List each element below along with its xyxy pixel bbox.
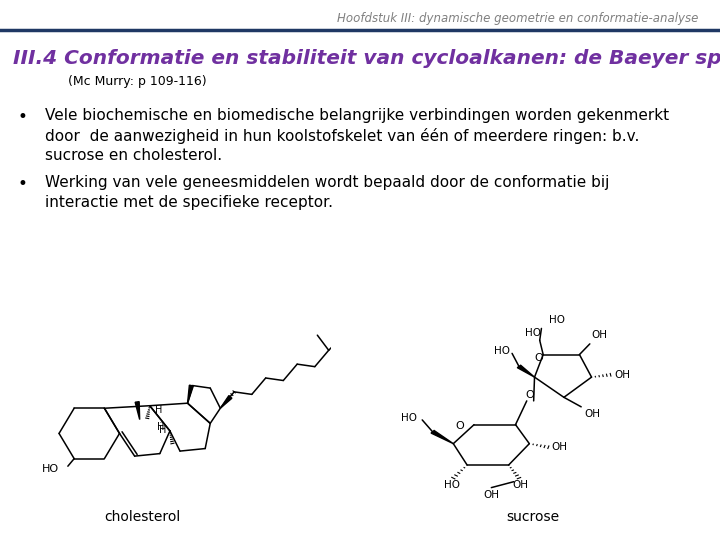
Text: sucrose: sucrose	[506, 510, 559, 524]
Text: O: O	[534, 354, 543, 363]
Text: Ḧ: Ḧ	[158, 424, 166, 435]
Text: OH: OH	[552, 442, 568, 452]
Text: HO: HO	[526, 328, 541, 338]
Text: O: O	[526, 390, 534, 400]
Text: HO: HO	[549, 315, 565, 325]
Text: •: •	[18, 108, 28, 126]
Text: OH: OH	[585, 409, 600, 419]
Text: Ḧ: Ḧ	[158, 422, 165, 432]
Polygon shape	[517, 365, 534, 377]
Polygon shape	[187, 385, 193, 403]
Text: OH: OH	[614, 370, 630, 380]
Polygon shape	[135, 402, 140, 420]
Text: interactie met de specifieke receptor.: interactie met de specifieke receptor.	[45, 195, 333, 210]
Text: OH: OH	[592, 330, 608, 340]
Text: H: H	[155, 404, 162, 415]
Text: OH: OH	[513, 481, 528, 490]
Text: cholesterol: cholesterol	[104, 510, 180, 524]
Polygon shape	[220, 396, 232, 408]
Text: sucrose en cholesterol.: sucrose en cholesterol.	[45, 148, 222, 163]
Text: Werking van vele geneesmiddelen wordt bepaald door de conformatie bij: Werking van vele geneesmiddelen wordt be…	[45, 175, 610, 190]
Text: HO: HO	[42, 464, 59, 474]
Text: O: O	[456, 421, 464, 430]
Text: Vele biochemische en biomedische belangrijke verbindingen worden gekenmerkt: Vele biochemische en biomedische belangr…	[45, 108, 670, 123]
Text: •: •	[18, 175, 28, 193]
Text: (Mc Murry: p 109-116): (Mc Murry: p 109-116)	[68, 75, 207, 87]
Text: HO: HO	[401, 413, 417, 422]
Text: HO: HO	[444, 481, 459, 490]
Text: door  de aanwezigheid in hun koolstofskelet van één of meerdere ringen: b.v.: door de aanwezigheid in hun koolstofskel…	[45, 128, 640, 144]
Text: Hoofdstuk III: dynamische geometrie en conformatie-analyse: Hoofdstuk III: dynamische geometrie en c…	[337, 12, 698, 25]
Text: HO: HO	[495, 346, 510, 356]
Text: OH: OH	[483, 490, 500, 500]
Polygon shape	[431, 430, 454, 444]
Text: III.4 Conformatie en stabiliteit van cycloalkanen: de Baeyer spanning: III.4 Conformatie en stabiliteit van cyc…	[13, 49, 720, 68]
